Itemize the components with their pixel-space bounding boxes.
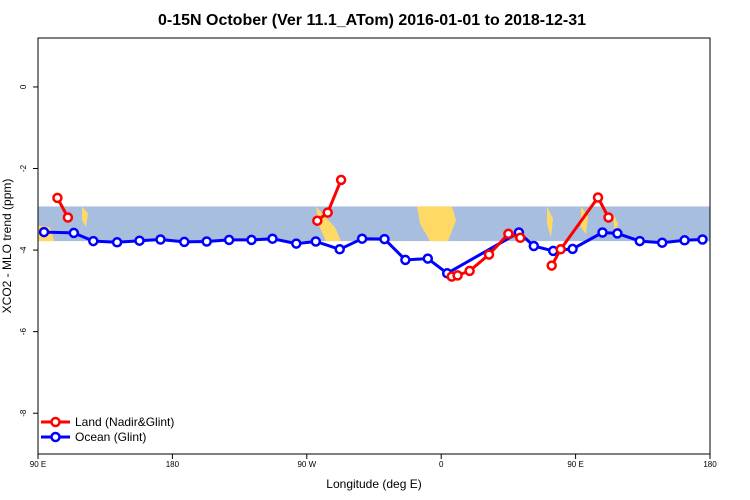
data-point (291, 238, 302, 249)
map-band (38, 206, 710, 242)
data-point (68, 227, 80, 239)
x-tick-label: 90 E (30, 460, 46, 469)
data-point (555, 244, 566, 255)
data-point (223, 234, 235, 246)
data-point (679, 235, 690, 246)
data-point (111, 237, 123, 248)
data-point (179, 236, 190, 248)
x-tick-label: 90 W (297, 460, 316, 469)
legend-ocean-label: Ocean (Glint) (75, 430, 146, 444)
data-point (334, 244, 345, 255)
data-point (134, 235, 145, 246)
data-point (322, 207, 333, 218)
data-point (612, 228, 623, 239)
x-tick-label: 180 (166, 460, 180, 469)
land-patch (613, 213, 618, 238)
y-tick-label: 0 (19, 84, 28, 89)
data-point (356, 233, 368, 244)
land-patch (82, 206, 88, 228)
data-point (38, 226, 50, 238)
data-point (62, 212, 74, 223)
data-point (592, 192, 604, 203)
legend-ocean-marker (50, 431, 61, 443)
y-tick-label: -8 (19, 409, 28, 417)
series-ocean (38, 226, 708, 279)
land-patch (417, 206, 456, 242)
data-point (422, 253, 434, 264)
chart-title: 0-15N October (Ver 11.1_ATom) 2016-01-01… (158, 12, 586, 29)
x-tick-label: 90 E (567, 460, 583, 469)
data-point (656, 237, 668, 248)
data-point (503, 228, 514, 240)
plot-frame (37, 37, 711, 455)
data-point (567, 243, 578, 255)
data-point (267, 233, 278, 244)
data-point (515, 232, 526, 244)
data-point (597, 227, 608, 238)
data-point (546, 260, 557, 271)
series-line (550, 196, 610, 267)
data-point (155, 234, 166, 245)
data-point (483, 249, 495, 260)
land-patch (547, 206, 553, 238)
series-layer (38, 174, 708, 282)
y-axis: 0 -2 -4 -6 -8 (19, 84, 38, 417)
data-point (603, 212, 614, 223)
legend-land-label: Land (Nadir&Glint) (75, 415, 174, 429)
data-point (335, 174, 347, 186)
y-tick-label: -2 (19, 164, 28, 172)
data-point (246, 234, 257, 246)
y-tick-label: -4 (19, 246, 28, 254)
data-point (452, 270, 463, 281)
data-point (52, 192, 63, 204)
legend: Land (Nadir&Glint) Ocean (Glint) (41, 415, 174, 444)
data-point (88, 235, 99, 247)
series-land (52, 174, 614, 282)
x-tick-label: 0 (439, 460, 444, 469)
data-point (312, 215, 323, 226)
data-point (310, 236, 322, 247)
data-point (528, 240, 540, 252)
data-point (697, 234, 708, 245)
data-point (201, 236, 212, 247)
data-point (634, 235, 646, 247)
land-patch (581, 206, 588, 235)
data-point (464, 265, 475, 277)
x-tick-label: 180 (703, 460, 717, 469)
x-axis-label: Longitude (deg E) (326, 477, 421, 491)
legend-land-marker (50, 416, 61, 428)
data-point (379, 233, 390, 245)
x-axis: 90 E 180 90 W 0 90 E 180 (30, 454, 717, 469)
y-axis-label: XCO2 - MLO trend (ppm) (0, 179, 14, 314)
y-tick-label: -6 (19, 328, 28, 336)
data-point (400, 254, 411, 266)
